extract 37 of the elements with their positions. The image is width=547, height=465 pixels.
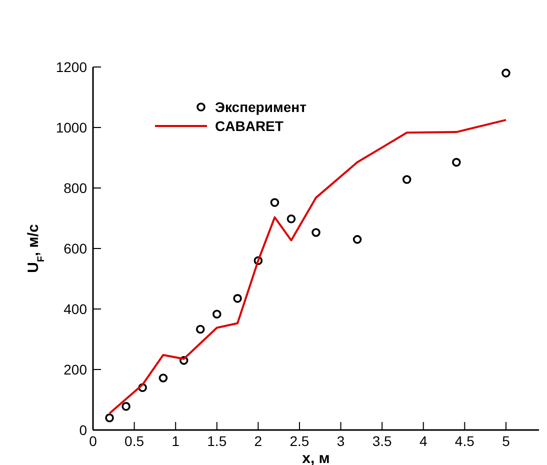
point [212, 310, 222, 319]
x-tick-label: 4 [419, 433, 428, 449]
x-tick-label: 0.5 [124, 433, 144, 449]
y-tick-label: 400 [64, 301, 88, 317]
point [105, 414, 114, 422]
legend-label: CABARET [215, 118, 284, 134]
y-tick-label: 600 [64, 240, 88, 256]
x-axis-title: x, м [302, 450, 330, 465]
point [502, 68, 510, 78]
point [196, 324, 205, 334]
x-tick-label: 2 [254, 433, 262, 449]
x-tick-label: 1.5 [207, 433, 227, 449]
x-tick-label: 1 [172, 433, 180, 449]
x-tick-label: 3.5 [372, 433, 392, 449]
y-tick-label: 800 [64, 180, 88, 196]
y-tick-label: 200 [64, 362, 88, 378]
point [286, 214, 296, 224]
x-tick-label: 3 [336, 433, 345, 449]
point [452, 158, 461, 167]
x-tick-label: 5 [502, 433, 510, 449]
point [233, 294, 242, 303]
y-tick-label: 0 [79, 422, 88, 438]
point [352, 235, 362, 244]
point [138, 383, 147, 392]
x-tick-label: 2.5 [290, 433, 310, 449]
y-tick-label: 1000 [56, 120, 88, 136]
legend-label: Эксперимент [215, 99, 307, 115]
point [270, 198, 280, 207]
point [402, 175, 412, 184]
y-tick-label: 1200 [56, 59, 88, 75]
point [179, 356, 188, 365]
x-tick-label: 0 [89, 433, 98, 449]
x-tick-label: 4.5 [454, 433, 475, 449]
point [312, 228, 320, 237]
point [122, 402, 130, 411]
point [254, 256, 263, 265]
point [158, 374, 168, 382]
